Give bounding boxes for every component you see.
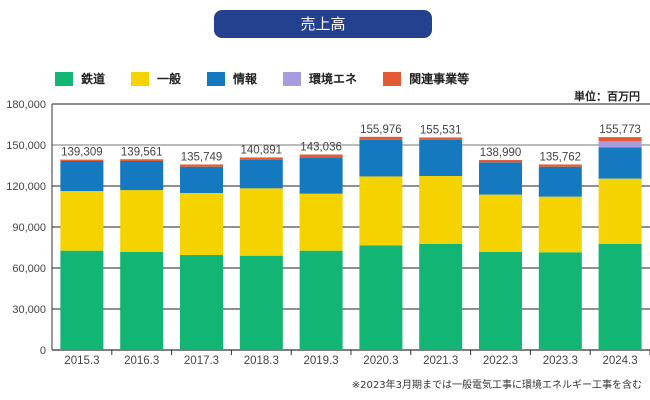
total-label: 139,561	[121, 146, 163, 158]
bar-segment-情報	[299, 157, 343, 194]
bar-segment-一般	[359, 176, 403, 246]
legend-label: 一般	[157, 72, 182, 86]
bar-segment-鉄道	[419, 243, 463, 350]
legend-swatch	[131, 71, 150, 86]
bar-segment-関連事業等	[479, 160, 522, 163]
x-tick-label: 2021.3	[423, 355, 458, 367]
total-label: 155,976	[360, 124, 402, 136]
total-label: 135,762	[540, 151, 582, 163]
total-label: 135,749	[181, 151, 223, 163]
bar-segment-鉄道	[180, 255, 223, 350]
legend-label: 環境エネ	[309, 72, 358, 86]
legend: 鉄道 一般 情報 環境エネ 関連事業等	[55, 70, 495, 87]
bar-segment-情報	[359, 139, 403, 177]
total-label: 155,531	[420, 124, 462, 136]
bar-segment-情報	[239, 159, 283, 189]
total-label: 140,891	[241, 144, 283, 156]
bar-segment-鉄道	[239, 255, 283, 350]
legend-item: 関連事業等	[383, 70, 469, 87]
bar-segment-鉄道	[359, 245, 403, 350]
y-tick-label: 90,000	[12, 222, 46, 234]
x-tick-label: 2015.3	[64, 355, 99, 367]
bar-segment-一般	[479, 194, 522, 253]
bar-segment-関連事業等	[419, 137, 463, 140]
bar-segment-関連事業等	[239, 157, 283, 160]
bar-segment-関連事業等	[299, 154, 343, 158]
x-tick-label: 2018.3	[244, 355, 279, 367]
legend-label: 情報	[233, 72, 258, 86]
bar-segment-一般	[180, 192, 223, 256]
total-label: 155,773	[599, 124, 641, 136]
y-tick-label: 180,000	[6, 99, 46, 111]
bar-segment-一般	[598, 178, 642, 244]
legend-label: 関連事業等	[409, 72, 470, 86]
bar-segment-鉄道	[598, 243, 642, 350]
x-tick-label: 2019.3	[304, 355, 339, 367]
bar-segment-情報	[120, 160, 164, 191]
x-tick-label: 2020.3	[363, 355, 398, 367]
legend-item: 一般	[131, 70, 181, 87]
bar-segment-鉄道	[479, 252, 522, 350]
bar-segment-環境エネ	[598, 141, 642, 148]
legend-swatch	[383, 71, 402, 86]
bar-segment-一般	[538, 196, 582, 253]
bar-segment-情報	[479, 162, 522, 195]
total-label: 139,309	[61, 147, 103, 159]
y-tick-label: 150,000	[6, 140, 46, 152]
legend-swatch	[283, 71, 302, 86]
bar-segment-関連事業等	[180, 164, 223, 167]
bar-segment-情報	[419, 139, 463, 177]
footnote: ※2023年3月期までは一般電気工事に環境エネルギー工事を含む	[351, 380, 642, 391]
bar-segment-一般	[419, 176, 463, 244]
total-label: 143,036	[300, 142, 342, 154]
legend-swatch	[207, 71, 226, 86]
x-tick-label: 2022.3	[483, 355, 518, 367]
bar-segment-関連事業等	[120, 159, 164, 161]
bar-segment-関連事業等	[359, 136, 403, 140]
total-label: 138,990	[480, 147, 522, 159]
bar-segment-一般	[60, 191, 104, 251]
bar-segment-関連事業等	[598, 137, 642, 142]
bar-segment-情報	[598, 147, 642, 179]
y-tick-label: 60,000	[12, 263, 46, 275]
bar-segment-鉄道	[299, 250, 343, 350]
legend-item: 鉄道	[55, 70, 105, 87]
bar-segment-情報	[60, 160, 104, 192]
x-tick-label: 2017.3	[184, 355, 219, 367]
legend-item: 情報	[207, 70, 257, 87]
bar-segment-一般	[239, 188, 283, 256]
y-tick-label: 120,000	[6, 181, 46, 193]
legend-swatch	[55, 71, 73, 86]
unit-label: 単位：百万円	[574, 90, 640, 103]
bar-segment-関連事業等	[60, 159, 104, 161]
bar-segment-一般	[299, 193, 343, 251]
x-tick-label: 2024.3	[603, 355, 638, 367]
bar-segment-情報	[538, 166, 582, 197]
bar-segment-関連事業等	[538, 164, 582, 167]
bar-segment-一般	[120, 190, 164, 253]
bar-segment-鉄道	[120, 252, 164, 350]
legend-item: 環境エネ	[283, 70, 357, 87]
bar-segment-鉄道	[538, 252, 582, 350]
legend-label: 鉄道	[81, 72, 106, 86]
y-tick-label: 0	[40, 345, 46, 357]
x-tick-label: 2023.3	[543, 355, 578, 367]
x-tick-label: 2016.3	[124, 355, 159, 367]
chart-title: 売上高	[214, 10, 432, 38]
bar-segment-鉄道	[60, 250, 104, 350]
bar-segment-情報	[180, 166, 223, 193]
y-tick-label: 30,000	[12, 304, 46, 316]
